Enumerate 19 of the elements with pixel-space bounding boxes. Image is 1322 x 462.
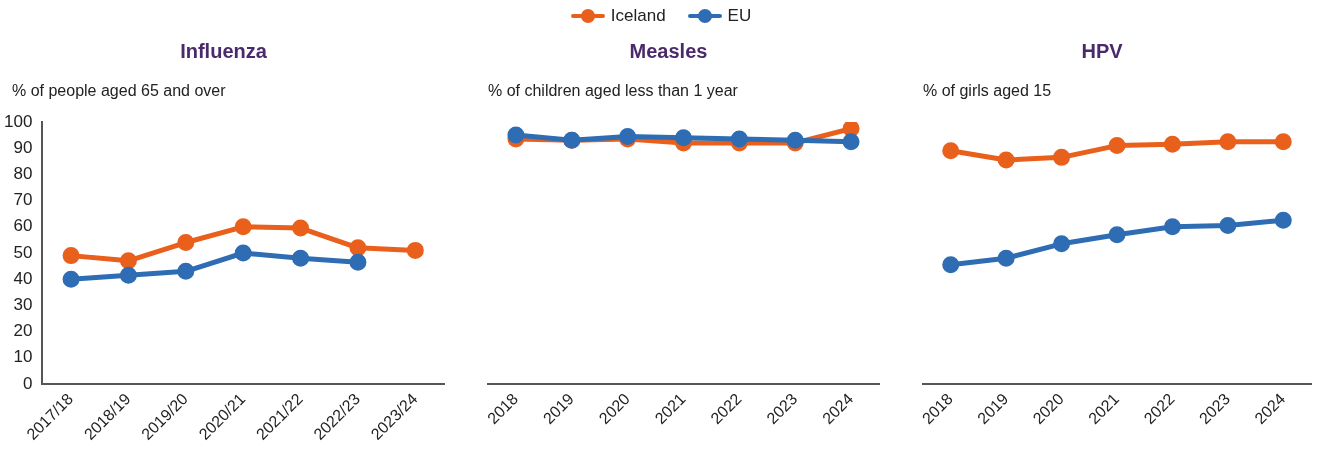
chart-title: Measles xyxy=(629,39,708,62)
y-tick-label: 60 xyxy=(13,216,33,236)
legend-label: Iceland xyxy=(610,6,666,26)
y-axis-title: % of people aged 65 and over xyxy=(12,82,227,100)
y-axis-title: % of children aged less than 1 year xyxy=(488,82,739,100)
y-tick-label: 0 xyxy=(22,373,33,393)
legend-label: EU xyxy=(727,6,752,26)
chart-title: Influenza xyxy=(180,39,268,62)
y-tick-label: 10 xyxy=(13,347,33,367)
y-tick-label: 80 xyxy=(13,164,33,184)
y-tick-label: 40 xyxy=(13,268,33,288)
y-axis-title: % of girls aged 15 xyxy=(923,82,1052,100)
y-tick-label: 90 xyxy=(13,137,33,157)
y-tick-label: 20 xyxy=(13,321,33,341)
y-tick-label: 50 xyxy=(13,242,33,262)
y-tick-label: 100 xyxy=(3,111,33,131)
y-tick-label: 70 xyxy=(13,190,33,210)
chart-title: HPV xyxy=(1081,39,1124,62)
y-tick-label: 30 xyxy=(13,295,33,315)
